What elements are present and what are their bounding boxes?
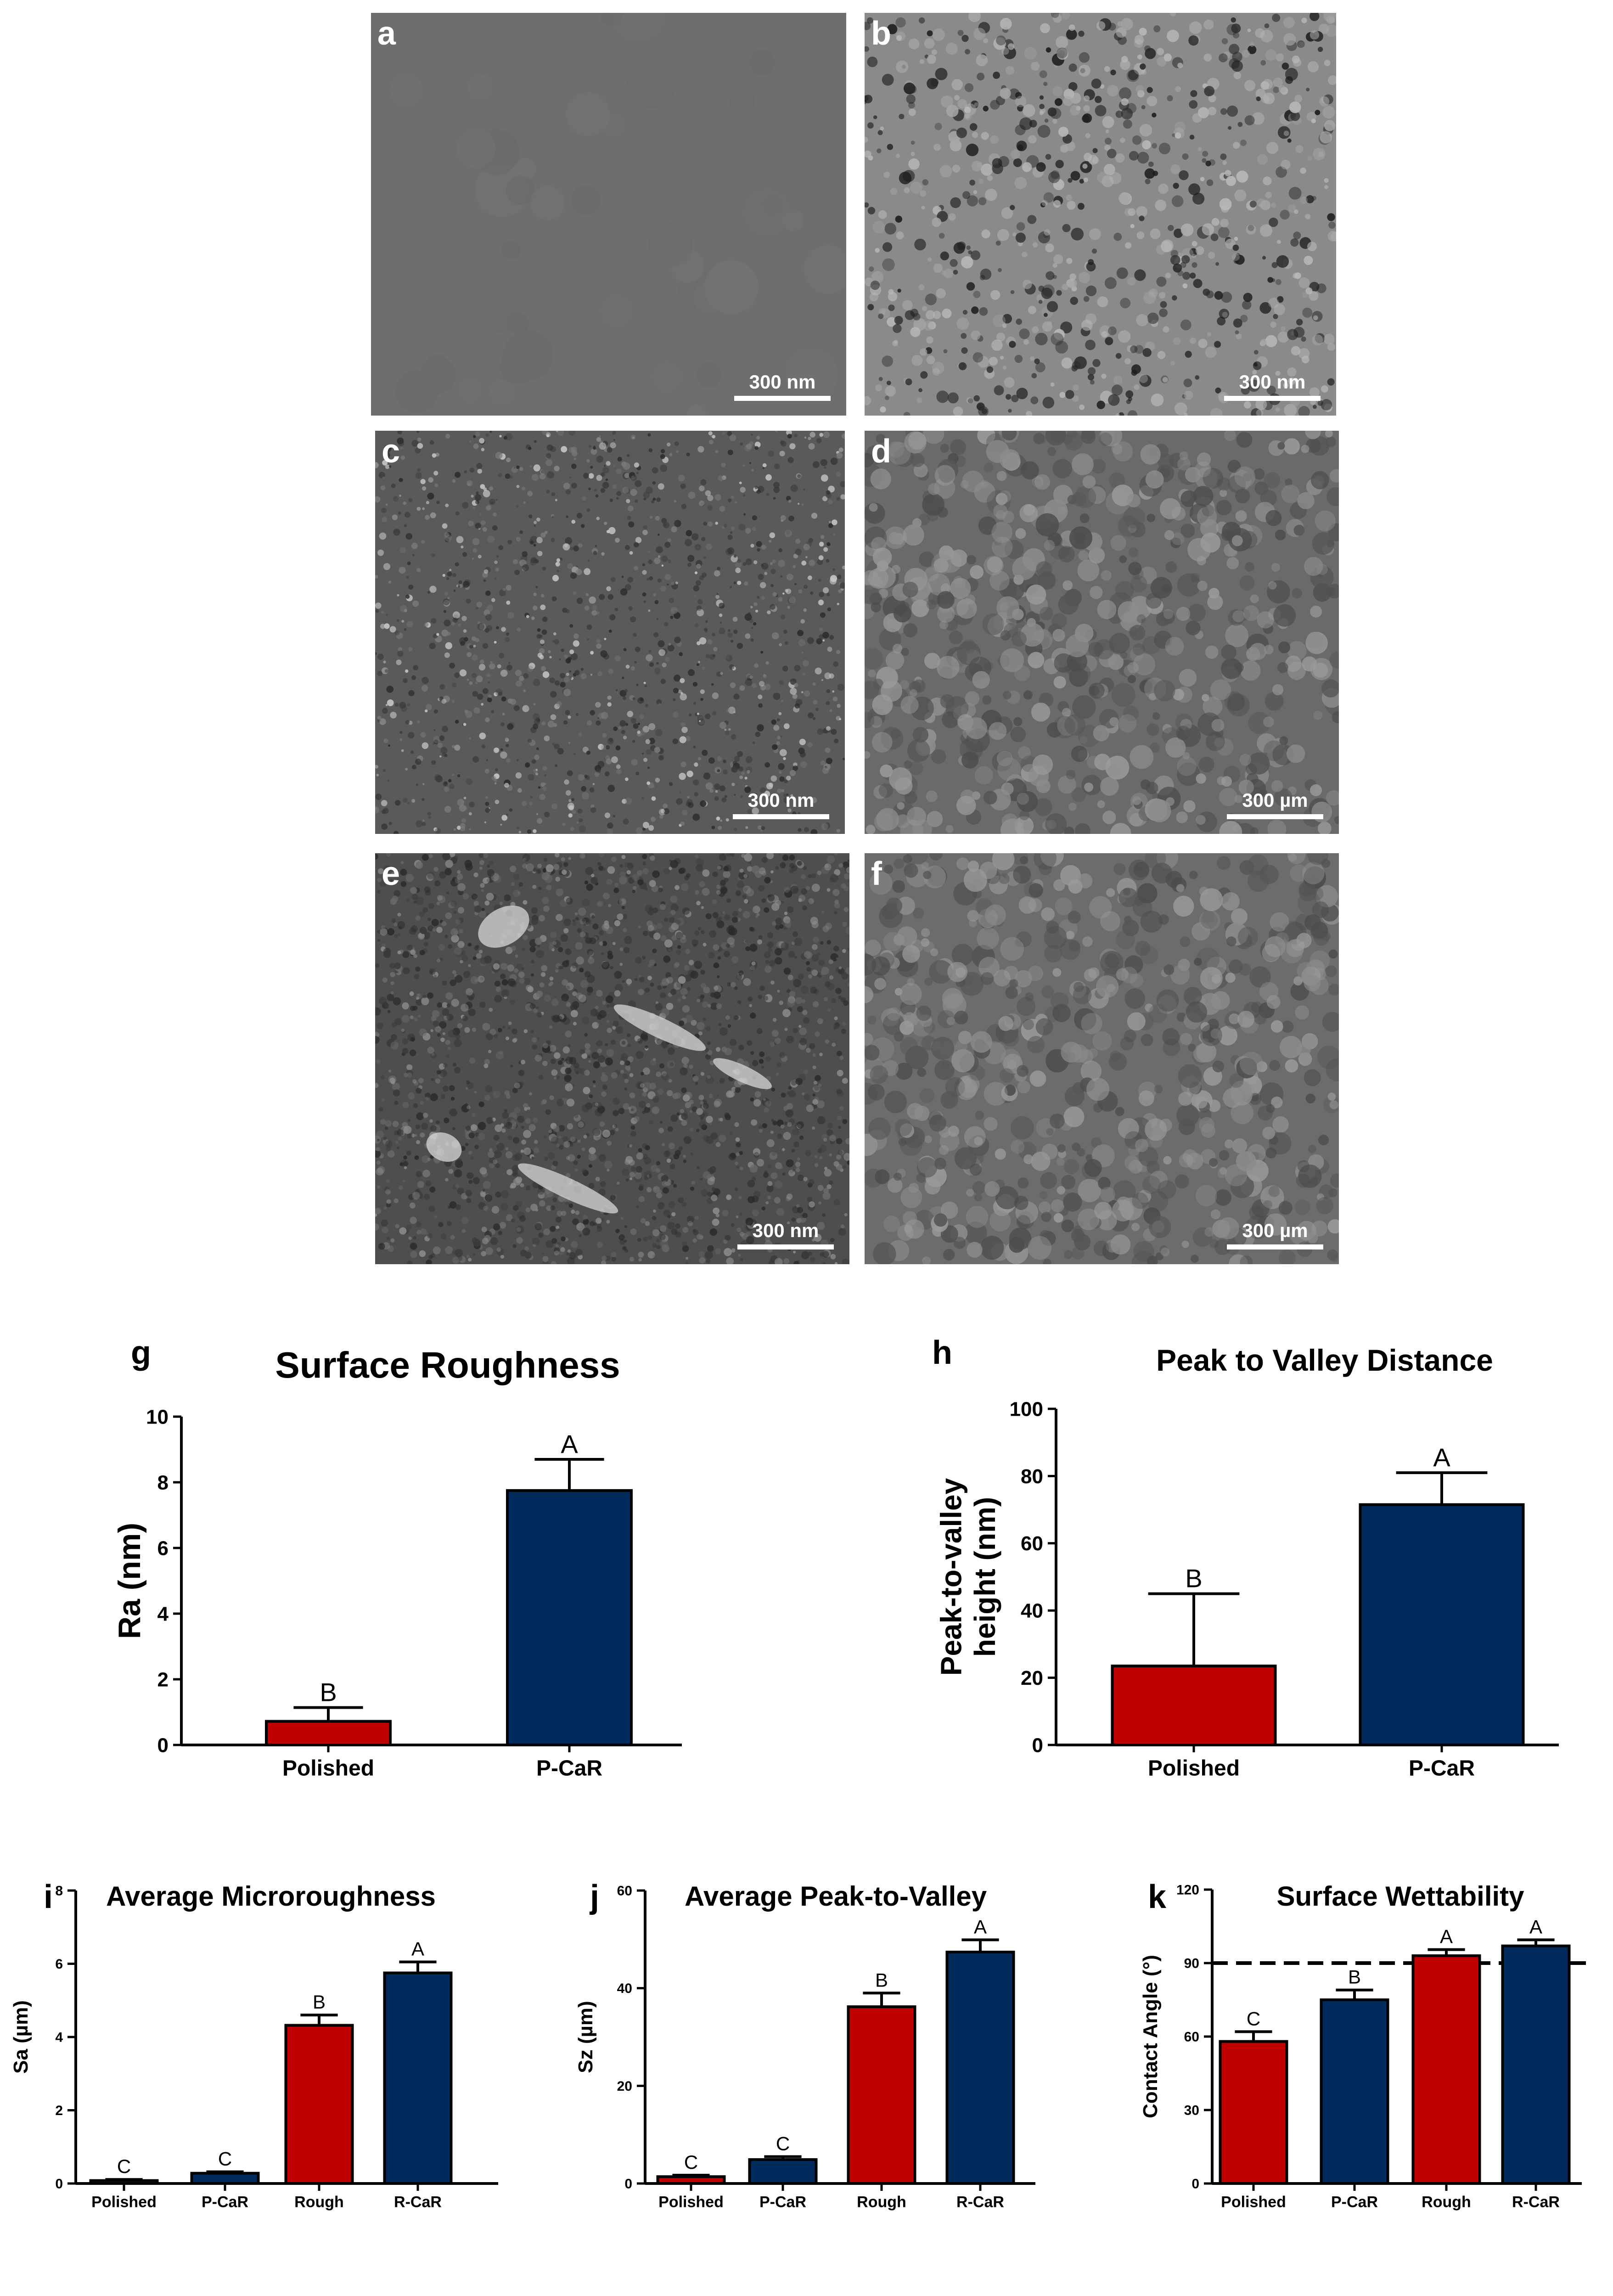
panel-letter: a (377, 15, 396, 52)
sem-texture (865, 431, 1339, 834)
y-tick-label: 60 (1021, 1532, 1043, 1555)
scale-bar: 300 nm (737, 1220, 834, 1249)
scale-bar-label: 300 nm (1224, 371, 1321, 393)
y-tick-label: 100 (1010, 1398, 1043, 1420)
y-axis-label: Peak-to-valleyheight (nm) (935, 1478, 1002, 1676)
sem-image-b: b 300 nm (865, 13, 1336, 416)
chart-surface-wettability: Surface Wettability 0 30 60 90 120 Contact Ang… (0, 1837, 1613, 2296)
sem-texture (865, 853, 1339, 1264)
y-tick-label: 80 (1021, 1465, 1043, 1488)
scale-bar-line (1227, 814, 1323, 819)
chart-title: Surface Wettability (1276, 1881, 1524, 1912)
scale-bar-label: 300 µm (1227, 789, 1323, 811)
y-tick-label: 90 (1184, 1956, 1199, 1971)
sem-image-e: e 300 nm (375, 853, 849, 1264)
scale-bar-label: 300 nm (734, 371, 831, 393)
x-category-label: R-CaR (1512, 2194, 1560, 2211)
panel-letter: c (382, 433, 400, 470)
panel-letter: f (871, 855, 882, 893)
panel-letter: b (871, 15, 891, 52)
bar-p-car (1360, 1505, 1523, 1745)
sem-texture (865, 13, 1336, 416)
sem-image-f: f 300 µm (865, 853, 1339, 1264)
sem-texture (375, 431, 845, 834)
x-category-label: P-CaR (1331, 2194, 1378, 2211)
sem-image-a: a 300 nm (371, 13, 846, 416)
significance-letter: B (1348, 1966, 1361, 1988)
panel-letter: d (871, 433, 891, 470)
x-category-label: Rough (1422, 2194, 1471, 2211)
scale-bar: 300 nm (734, 371, 831, 401)
y-tick-label: 30 (1184, 2103, 1199, 2118)
sem-image-c: c 300 nm (375, 431, 845, 834)
scale-bar-label: 300 nm (737, 1220, 834, 1242)
y-tick-label: 0 (1032, 1734, 1043, 1756)
significance-letter: C (1247, 2008, 1260, 2029)
chart-title: Peak to Valley Distance (1156, 1343, 1493, 1377)
scale-bar-line (737, 1244, 834, 1249)
scale-bar-label: 300 nm (733, 789, 829, 811)
scale-bar-line (1227, 1244, 1323, 1249)
x-category-label: Polished (1221, 2194, 1286, 2211)
chart-peak-to-valley-distance: Peak to Valley Distance 0 20 40 60 80 100 Peak-… (0, 1332, 1613, 1791)
x-category-label: Polished (1148, 1756, 1240, 1780)
sem-image-d: d 300 µm (865, 431, 1339, 834)
bar-polished (1113, 1666, 1276, 1745)
significance-letter: A (1529, 1916, 1542, 1937)
y-tick-label: 40 (1021, 1600, 1043, 1622)
panel-letter: e (382, 855, 400, 893)
bar-p-car (1321, 2000, 1388, 2183)
scale-bar: 300 µm (1227, 789, 1323, 819)
scale-bar-line (734, 396, 831, 401)
scale-bar-line (733, 814, 829, 819)
x-category-label: P-CaR (1409, 1756, 1475, 1780)
y-tick-label: 60 (1184, 2030, 1199, 2045)
significance-letter: B (1185, 1564, 1202, 1593)
y-tick-label: 0 (1191, 2177, 1199, 2192)
bar-r-car (1503, 1946, 1569, 2183)
bar-rough (1413, 1956, 1480, 2183)
scale-bar-label: 300 µm (1227, 1220, 1323, 1242)
significance-letter: A (1433, 1443, 1450, 1472)
scale-bar: 300 nm (733, 789, 829, 819)
sem-texture (375, 853, 849, 1264)
scale-bar-line (1224, 396, 1321, 401)
scale-bar: 300 nm (1224, 371, 1321, 401)
y-tick-label: 120 (1176, 1883, 1199, 1898)
y-axis-label: Contact Angle (°) (1139, 1955, 1162, 2118)
bar-polished (1220, 2042, 1287, 2183)
scale-bar: 300 µm (1227, 1220, 1323, 1249)
y-tick-label: 20 (1021, 1667, 1043, 1689)
significance-letter: A (1440, 1926, 1453, 1947)
sem-texture (371, 13, 846, 416)
